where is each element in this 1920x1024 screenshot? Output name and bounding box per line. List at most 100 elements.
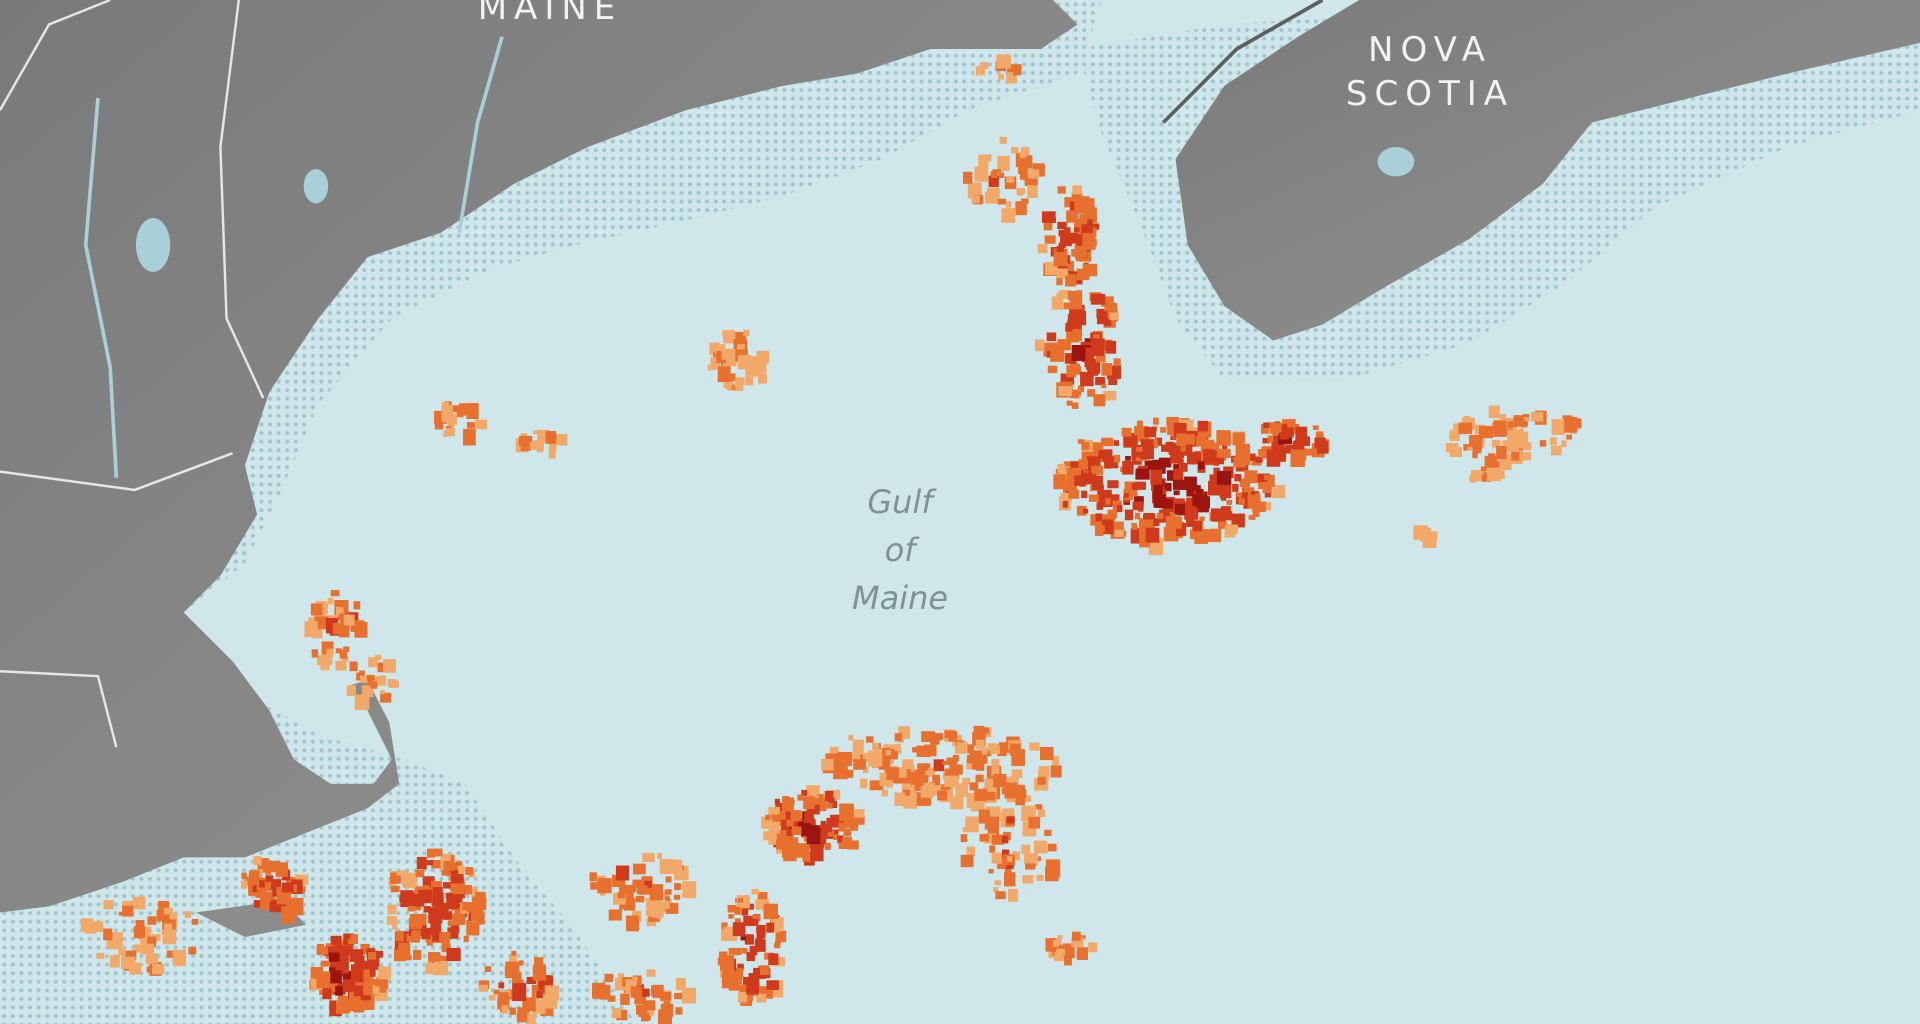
hotspot-cell xyxy=(1209,474,1222,484)
hotspot-cell xyxy=(1238,498,1245,505)
hotspot-cell xyxy=(1071,192,1083,202)
hotspot-cell xyxy=(501,1005,509,1014)
hotspot-cell xyxy=(1021,146,1030,156)
hotspot-cell xyxy=(439,955,447,962)
hotspot-cell xyxy=(1166,470,1176,481)
hotspot-cell xyxy=(454,907,465,917)
hotspot-cell xyxy=(434,961,449,976)
hotspot-cell xyxy=(886,767,900,782)
hotspot-cell xyxy=(1470,470,1486,482)
hotspot-cell xyxy=(807,842,815,848)
hotspot-cell xyxy=(608,909,622,921)
hotspot-cell xyxy=(623,898,636,911)
hotspot-cell xyxy=(1315,431,1324,440)
hotspot-cell xyxy=(664,896,670,902)
hotspot-cell xyxy=(1095,513,1103,522)
hotspot-cell xyxy=(635,895,645,903)
hotspot-cell xyxy=(1022,795,1031,802)
label-gulf-line2: of xyxy=(884,531,916,569)
hotspot-cell xyxy=(997,744,1007,757)
hotspot-cell xyxy=(1488,405,1500,419)
hotspot-cell xyxy=(1135,481,1146,490)
hotspot-cell xyxy=(666,903,679,914)
hotspot-cell xyxy=(379,690,386,695)
hotspot-cell xyxy=(656,914,663,919)
hotspot-cell xyxy=(873,743,880,751)
hotspot-cell xyxy=(416,856,427,870)
hotspot-cell xyxy=(967,182,982,199)
hotspot-cell xyxy=(1292,441,1303,451)
hotspot-cell xyxy=(613,892,626,905)
hotspot-cell xyxy=(328,967,342,984)
hotspot-cell xyxy=(253,856,262,866)
hotspot-cell xyxy=(760,965,770,975)
hotspot-cell xyxy=(1162,499,1173,509)
hotspot-cell xyxy=(1255,474,1265,483)
hotspot-cell xyxy=(1037,809,1046,818)
hotspot-cell xyxy=(447,413,458,425)
hotspot-cell xyxy=(1195,435,1207,447)
hotspot-cell xyxy=(423,906,431,913)
state-border xyxy=(219,0,265,399)
hotspot-cell xyxy=(766,922,775,933)
hotspot-cell xyxy=(386,916,397,925)
hotspot-cell xyxy=(982,747,988,755)
hotspot-cell xyxy=(511,950,517,956)
hotspot-cell xyxy=(1167,425,1179,436)
hotspot-cell xyxy=(1107,509,1118,519)
hotspot-cell xyxy=(1095,525,1104,537)
hotspot-cell xyxy=(991,170,998,179)
hotspot-cell xyxy=(652,984,664,998)
hotspot-cell xyxy=(1114,529,1124,537)
hotspot-cell xyxy=(1285,444,1295,454)
hotspot-cell xyxy=(617,973,624,981)
hotspot-cell xyxy=(1006,816,1015,824)
hotspot-cell xyxy=(1076,505,1087,516)
hotspot-cell xyxy=(1012,851,1021,861)
hotspot-cell xyxy=(1122,460,1134,475)
hotspot-cell xyxy=(1252,510,1260,517)
hotspot-cell xyxy=(1135,470,1144,480)
hotspot-cell xyxy=(504,989,519,1000)
hotspot-cell xyxy=(962,744,975,754)
hotspot-cell xyxy=(887,759,894,765)
hotspot-cell xyxy=(252,884,261,893)
hotspot-cell xyxy=(431,859,443,869)
hotspot-cell xyxy=(1007,64,1022,76)
hotspot-cell xyxy=(1057,464,1066,473)
hotspot-cell xyxy=(782,797,794,812)
hotspot-cell xyxy=(843,828,851,836)
hotspot-cell xyxy=(1478,425,1494,439)
hotspot-cell xyxy=(785,811,795,820)
hotspot-cell xyxy=(1449,447,1462,457)
hotspot-cell xyxy=(1037,243,1048,254)
hotspot-cell xyxy=(374,654,382,660)
hotspot-cell xyxy=(776,829,787,842)
hotspot-cell xyxy=(1121,427,1132,437)
hotspot-cell xyxy=(1161,444,1172,452)
hotspot-cell xyxy=(743,329,750,337)
hotspot-cell xyxy=(354,694,370,711)
hotspot-cell xyxy=(1182,434,1195,445)
hotspot-cell xyxy=(769,829,780,842)
hotspot-cell xyxy=(1078,459,1088,470)
hotspot-cell xyxy=(604,973,613,983)
hotspot-cell xyxy=(912,746,919,753)
hotspot-cell xyxy=(1258,482,1265,490)
hotspot-cell xyxy=(360,943,370,955)
hotspot-cell xyxy=(1091,465,1104,475)
hotspot-cell xyxy=(335,660,347,671)
hotspot-cell xyxy=(1200,439,1215,452)
hotspot-cell xyxy=(976,762,985,771)
hotspot-cell xyxy=(1484,455,1498,470)
hotspot-cell xyxy=(1101,383,1107,389)
hotspot-cell xyxy=(1176,433,1187,446)
hotspot-cell xyxy=(1089,227,1097,237)
hotspot-cell xyxy=(647,1010,655,1016)
hotspot-cell xyxy=(450,925,460,934)
hotspot-cell xyxy=(389,872,401,884)
hotspot-cell xyxy=(768,838,777,845)
hotspot-cell xyxy=(1088,942,1098,953)
hotspot-cell xyxy=(311,649,319,658)
hotspot-cell xyxy=(1507,421,1514,429)
